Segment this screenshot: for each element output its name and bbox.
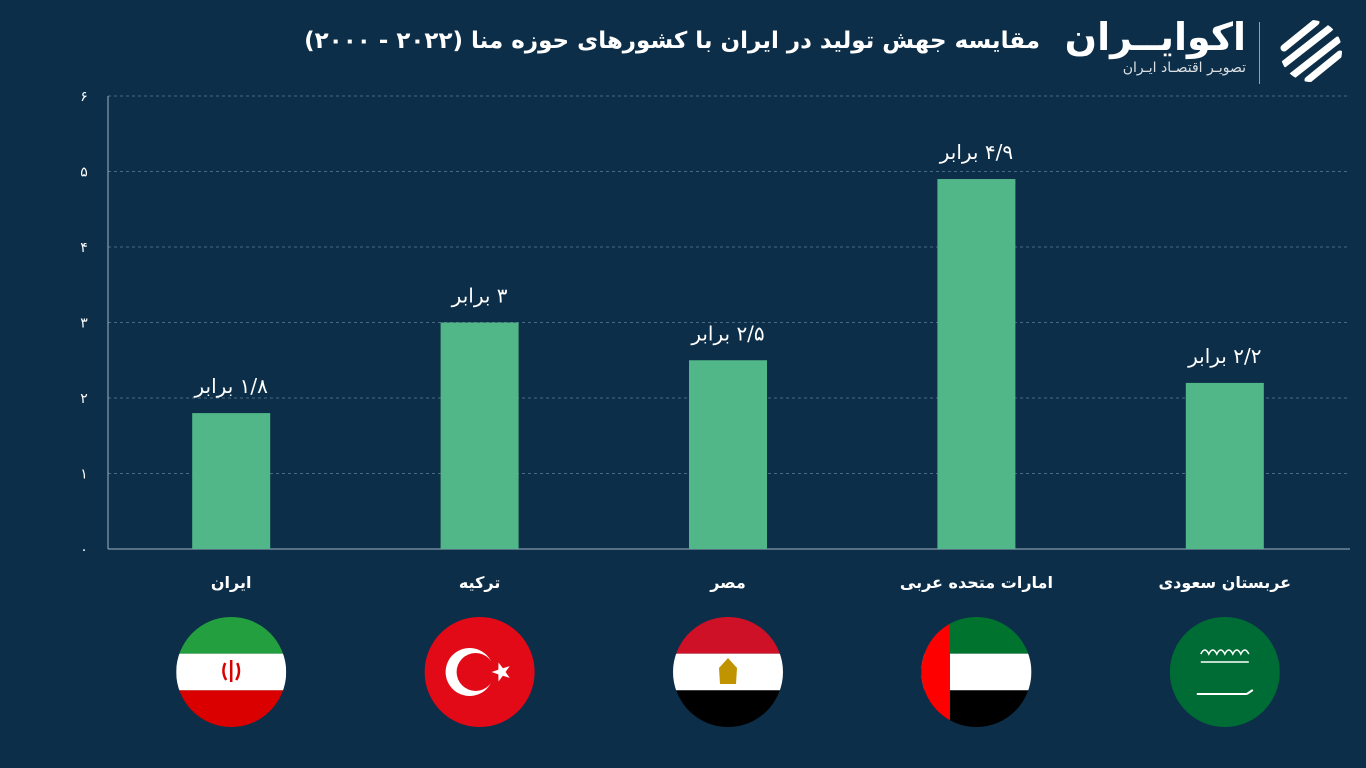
- logo-divider: [1259, 22, 1260, 84]
- y-axis-ticks: ۰ ۱ ۲ ۳ ۴ ۵ ۶: [80, 89, 88, 558]
- saudi-flag-icon: [1169, 617, 1280, 727]
- flags: [176, 617, 1280, 727]
- data-label: ۲/۲ برابر: [1187, 344, 1261, 368]
- uae-flag-icon: [921, 617, 1032, 727]
- y-tick-label: ۰: [80, 542, 88, 558]
- logo-name: اکوایــران: [1064, 15, 1246, 59]
- iran-flag-icon: [176, 617, 287, 727]
- turkey-flag-icon: [424, 617, 535, 727]
- bar: [192, 413, 271, 549]
- y-tick-label: ۲: [80, 391, 88, 407]
- data-label: ۱/۸ برابر: [194, 374, 269, 398]
- egypt-flag-icon: [673, 617, 783, 727]
- y-tick-label: ۳: [80, 316, 88, 332]
- category-label: ترکیه: [459, 573, 501, 592]
- y-tick-label: ۶: [80, 89, 88, 105]
- category-label: ایران: [211, 573, 252, 592]
- y-tick-label: ۱: [80, 467, 88, 483]
- category-label: مصر: [709, 573, 746, 592]
- data-label: ۴/۹ برابر: [939, 140, 1013, 164]
- chart-title: مقایسه جهش تولید در ایران با کشورهای حوز…: [304, 28, 1040, 54]
- bar: [1185, 382, 1264, 549]
- category-label: امارات متحده عربی: [900, 573, 1053, 592]
- data-label: ۲/۵ برابر: [690, 321, 764, 345]
- logo-subtitle: تصویـر اقتصـاد ایـران: [1122, 60, 1246, 76]
- logo-mark-icon: [1280, 20, 1342, 82]
- data-label: ۳ برابر: [451, 284, 508, 308]
- y-tick-label: ۵: [80, 165, 88, 181]
- bar: [440, 322, 519, 549]
- bar: [937, 179, 1016, 550]
- data-labels: ۱/۸ برابر ۳ برابر ۲/۵ برابر ۴/۹ برابر ۲/۲ بر…: [194, 140, 1262, 398]
- ecoiran-logo: اکوایــران تصویـر اقتصـاد ایـران: [1065, 14, 1344, 88]
- bars: [192, 179, 1264, 550]
- category-labels: ایران ترکیه مصر امارات متحده عربی عربستان سع…: [211, 573, 1291, 592]
- bar: [689, 360, 767, 549]
- category-label: عربستان سعودی: [1158, 573, 1291, 592]
- y-tick-label: ۴: [80, 240, 88, 256]
